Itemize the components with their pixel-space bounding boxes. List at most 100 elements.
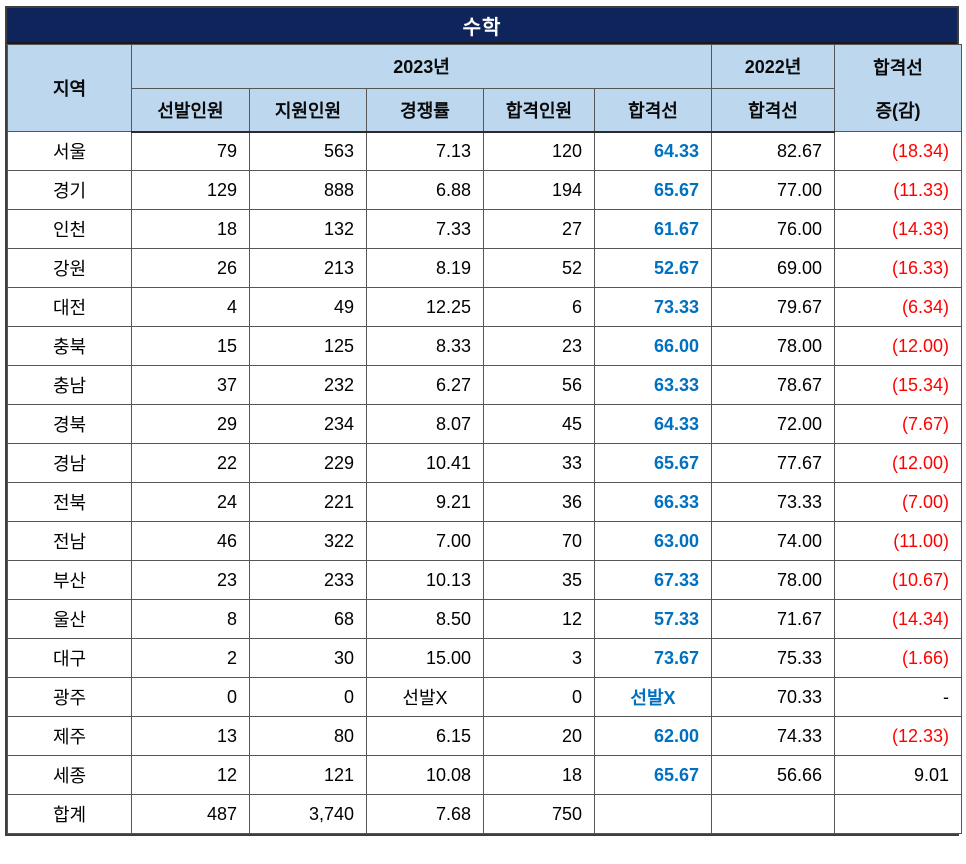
value-cell: 52: [483, 248, 595, 288]
header-diff-line1: 합격선: [873, 57, 923, 78]
value-cell: 45: [483, 404, 595, 444]
value-cell: (15.34): [834, 365, 962, 405]
value-cell: 6.15: [366, 716, 484, 756]
value-cell: 74.00: [711, 521, 835, 561]
value-cell: 15: [131, 326, 250, 366]
value-cell: 6.27: [366, 365, 484, 405]
value-cell: 8.33: [366, 326, 484, 366]
header-diff: 합격선 증(감): [834, 44, 962, 132]
value-cell: 69.00: [711, 248, 835, 288]
value-cell: (14.33): [834, 209, 962, 249]
region-cell: 충북: [7, 326, 132, 366]
table-row: 서울 79 563 7.13 120 64.33 82.67 (18.34): [7, 131, 962, 171]
value-cell: 9.01: [834, 755, 962, 795]
value-cell: 8.50: [366, 599, 484, 639]
value-cell: [594, 794, 712, 834]
value-cell: 26: [131, 248, 250, 288]
value-cell: 77.00: [711, 170, 835, 210]
value-cell: 0: [131, 677, 250, 717]
value-cell: 80: [249, 716, 367, 756]
region-cell: 합계: [7, 794, 132, 834]
subject-title: 수학: [462, 16, 502, 39]
value-cell: 12.25: [366, 287, 484, 327]
value-cell: -: [834, 677, 962, 717]
value-cell: 12: [131, 755, 250, 795]
value-cell: 65.67: [594, 755, 712, 795]
value-cell: 70.33: [711, 677, 835, 717]
header-pass-line-2022: 합격선: [711, 87, 835, 133]
table-row: 제주 13 80 6.15 20 62.00 74.33 (12.33): [7, 716, 962, 756]
value-cell: 70: [483, 521, 595, 561]
table-row: 충북 15 125 8.33 23 66.00 78.00 (12.00): [7, 326, 962, 366]
table-header: 지역 2023년 2022년 합격선 증(감) 선발인원 지원인원 경쟁률 합격…: [7, 44, 962, 133]
header-diff-stack: 합격선 증(감): [836, 46, 961, 131]
value-cell: 213: [249, 248, 367, 288]
value-cell: 3: [483, 638, 595, 678]
region-cell: 부산: [7, 560, 132, 600]
header-pass-count: 합격인원: [483, 87, 595, 133]
value-cell: 18: [131, 209, 250, 249]
value-cell: 10.08: [366, 755, 484, 795]
table-row: 전북 24 221 9.21 36 66.33 73.33 (7.00): [7, 482, 962, 522]
value-cell: 49: [249, 287, 367, 327]
value-cell: 7.00: [366, 521, 484, 561]
value-cell: (18.34): [834, 131, 962, 171]
region-cell: 인천: [7, 209, 132, 249]
value-cell: (12.33): [834, 716, 962, 756]
region-cell: 전북: [7, 482, 132, 522]
value-cell: 82.67: [711, 131, 835, 171]
value-cell: 10.41: [366, 443, 484, 483]
value-cell: 66.33: [594, 482, 712, 522]
value-cell: 4: [131, 287, 250, 327]
value-cell: 18: [483, 755, 595, 795]
value-cell: 120: [483, 131, 595, 171]
value-cell: 487: [131, 794, 250, 834]
value-cell: 선발X: [366, 677, 484, 717]
value-cell: 27: [483, 209, 595, 249]
region-cell: 경북: [7, 404, 132, 444]
spreadsheet-area: 수학 지역 2023년 2022년 합격: [5, 6, 962, 836]
table-row: 대구 2 30 15.00 3 73.67 75.33 (1.66): [7, 638, 962, 678]
region-cell: 충남: [7, 365, 132, 405]
value-cell: 221: [249, 482, 367, 522]
value-cell: 6.88: [366, 170, 484, 210]
value-cell: 선발X: [594, 677, 712, 717]
value-cell: (14.34): [834, 599, 962, 639]
value-cell: 2: [131, 638, 250, 678]
value-cell: 888: [249, 170, 367, 210]
value-cell: 0: [483, 677, 595, 717]
header-diff-line2: 증(감): [875, 100, 921, 121]
table-row: 인천 18 132 7.33 27 61.67 76.00 (14.33): [7, 209, 962, 249]
table-row: 합계 487 3,740 7.68 750: [7, 794, 962, 834]
value-cell: 8.07: [366, 404, 484, 444]
value-cell: 78.67: [711, 365, 835, 405]
header-year-2023: 2023년: [131, 44, 712, 89]
region-cell: 전남: [7, 521, 132, 561]
value-cell: (12.00): [834, 326, 962, 366]
value-cell: 57.33: [594, 599, 712, 639]
value-cell: 72.00: [711, 404, 835, 444]
value-cell: (7.67): [834, 404, 962, 444]
value-cell: (16.33): [834, 248, 962, 288]
value-cell: 75.33: [711, 638, 835, 678]
value-cell: 12: [483, 599, 595, 639]
value-cell: 66.00: [594, 326, 712, 366]
region-cell: 경기: [7, 170, 132, 210]
value-cell: 63.00: [594, 521, 712, 561]
table-row: 세종 12 121 10.08 18 65.67 56.66 9.01: [7, 755, 962, 795]
value-cell: 73.33: [711, 482, 835, 522]
value-cell: 20: [483, 716, 595, 756]
table-body: 서울 79 563 7.13 120 64.33 82.67 (18.34) 경기 129 888 6…: [7, 131, 962, 834]
value-cell: 23: [131, 560, 250, 600]
region-cell: 광주: [7, 677, 132, 717]
value-cell: 7.13: [366, 131, 484, 171]
region-cell: 울산: [7, 599, 132, 639]
table-row: 경기 129 888 6.88 194 65.67 77.00 (11.33): [7, 170, 962, 210]
value-cell: 64.33: [594, 131, 712, 171]
value-cell: 7.68: [366, 794, 484, 834]
value-cell: 79.67: [711, 287, 835, 327]
value-cell: 65.67: [594, 443, 712, 483]
value-cell: 24: [131, 482, 250, 522]
data-table: 지역 2023년 2022년 합격선 증(감) 선발인원 지원인원 경쟁률 합격…: [7, 44, 962, 834]
value-cell: 64.33: [594, 404, 712, 444]
